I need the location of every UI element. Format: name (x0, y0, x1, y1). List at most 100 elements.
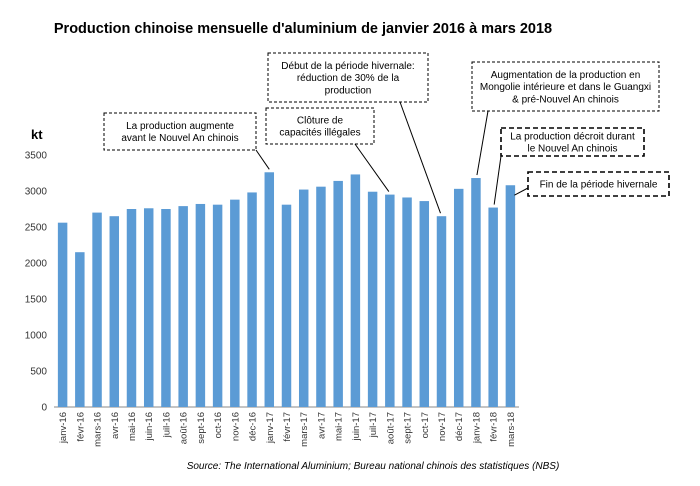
x-tick-label: févr-18 (489, 412, 500, 442)
y-tick-label: 1000 (25, 331, 48, 342)
x-tick-label: déc-16 (248, 412, 259, 441)
annotation-text: réduction de 30% de la (297, 73, 400, 84)
bar (402, 197, 412, 407)
x-tick-label: sept-16 (196, 412, 207, 444)
chart-source: Source: The International Aluminium; Bur… (187, 461, 560, 472)
bar (57, 222, 68, 407)
annotation-text: avant le Nouvel An chinois (121, 133, 238, 144)
bar (109, 216, 120, 407)
y-tick-label: 1500 (25, 295, 48, 306)
x-tick-label: juil-17 (368, 412, 379, 438)
x-tick-label: août-17 (385, 412, 396, 444)
annotation-box (527, 171, 670, 197)
bar (92, 212, 102, 407)
annotation-box (265, 107, 375, 145)
y-axis: 0 500 1000 1500 2000 2500 3000 3500 (25, 151, 48, 414)
x-tick-label: mai-16 (127, 412, 138, 441)
annotation-leader-line (514, 187, 529, 196)
x-tick-label: nov-17 (437, 412, 448, 441)
bar (247, 192, 257, 407)
annotation-text: Augmentation de la production en (491, 70, 641, 81)
y-tick-label: 2500 (25, 223, 48, 234)
bar (195, 203, 206, 407)
x-tick-label: août-16 (179, 412, 190, 444)
annotation-text: production (325, 85, 372, 96)
bar (385, 194, 395, 407)
x-tick-label: févr-17 (282, 412, 293, 442)
bar (178, 206, 188, 407)
x-tick-label: oct-17 (420, 412, 431, 438)
x-tick-label: avr-16 (110, 412, 121, 439)
bar (419, 201, 430, 407)
annotation-text: Clôture de (297, 116, 344, 127)
bar (505, 185, 516, 407)
bars (57, 172, 516, 407)
x-tick-label: avr-17 (316, 412, 327, 439)
annotation: Augmentation de la production enMongolie… (471, 61, 660, 176)
x-tick-label: nov-16 (230, 412, 241, 441)
annotation-text: Mongolie intérieure et dans le Guangxi (480, 82, 651, 93)
annotation-leader-line (354, 143, 390, 192)
x-tick-label: janv-18 (471, 412, 482, 444)
annotation-text: La production augmente (126, 121, 234, 132)
bar (471, 178, 481, 407)
x-tick-label: mai-17 (334, 412, 345, 441)
annotation-text: Début de la période hivernale: (281, 61, 414, 72)
bar (298, 189, 309, 407)
annotation-leader-line (399, 101, 441, 214)
x-tick-label: févr-16 (75, 412, 86, 442)
x-tick-label: mars-17 (299, 412, 310, 447)
y-tick-label: 500 (30, 367, 47, 378)
annotation-box (267, 52, 429, 103)
annotation-box (500, 127, 645, 157)
bar (367, 191, 378, 407)
annotation-text: Fin de la période hivernale (540, 180, 658, 191)
x-tick-label: janv-16 (58, 412, 69, 444)
x-tick-label: oct-16 (213, 412, 224, 438)
bar (126, 209, 137, 407)
bar (453, 188, 464, 407)
x-tick-label: juil-16 (161, 412, 172, 438)
bar (264, 172, 275, 407)
annotation-leader-line (493, 155, 502, 205)
x-tick-label: mars-16 (93, 412, 104, 447)
bar (143, 208, 154, 407)
y-tick-label: 0 (41, 403, 47, 414)
bar (488, 207, 498, 407)
bar (75, 252, 85, 407)
x-tick-label: déc-17 (454, 412, 465, 441)
bar (333, 180, 343, 407)
x-tick-label: sept-17 (403, 412, 414, 444)
y-axis-label: kt (31, 127, 43, 142)
bar (281, 204, 292, 407)
annotation: Fin de la période hivernale (514, 171, 670, 197)
annotation-leader-line (255, 149, 270, 170)
annotation-text: capacités illégales (279, 128, 360, 139)
annotation: Début de la période hivernale:réduction … (267, 52, 441, 214)
bar (161, 209, 171, 407)
x-axis: janv-16 févr-16 mars-16 avr-16 mai-16 juin-16… (58, 412, 517, 447)
x-tick-label: juin-16 (144, 412, 155, 442)
y-tick-label: 3000 (25, 187, 48, 198)
annotation-text: le Nouvel An chinois (527, 144, 617, 155)
annotation-text: & pré-Nouvel An chinois (512, 94, 619, 105)
annotation-box (103, 112, 257, 151)
x-tick-label: mars-18 (506, 412, 517, 447)
chart-title: Production chinoise mensuelle d'aluminiu… (54, 21, 552, 37)
y-tick-label: 2000 (25, 259, 48, 270)
annotation-box (471, 61, 660, 112)
annotation-text: La production décroit durant (510, 132, 635, 143)
bar (230, 199, 240, 407)
bar (436, 216, 447, 407)
bar (212, 204, 223, 407)
y-tick-label: 3500 (25, 151, 48, 162)
annotation-leader-line (476, 110, 489, 176)
bar (316, 186, 326, 407)
x-tick-label: janv-17 (265, 412, 276, 444)
bar (350, 174, 361, 407)
